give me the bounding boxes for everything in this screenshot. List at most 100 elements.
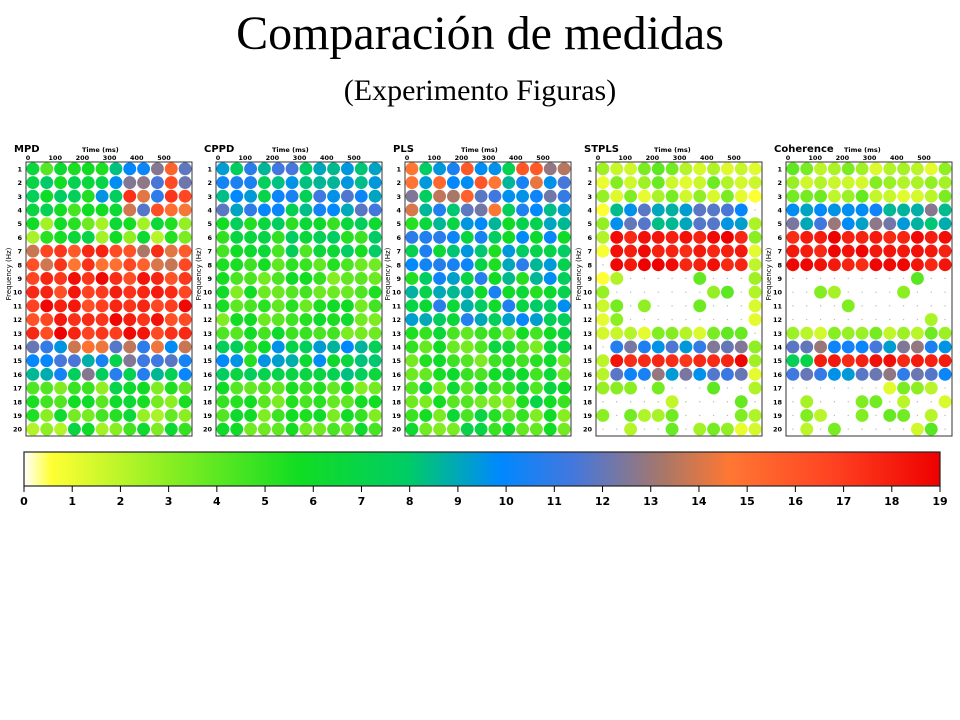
panels-group: MPD Time (ms)0 100 200 300 400 500123456789101… <box>5 144 953 437</box>
heatmap-cell <box>814 340 828 354</box>
y-tick-label: 6 <box>17 234 22 242</box>
heatmap-cell <box>488 162 502 176</box>
heatmap-cell <box>216 258 230 272</box>
heatmap-cell <box>624 381 638 395</box>
heatmap-cell <box>707 244 721 258</box>
heatmap-cell <box>707 285 721 299</box>
x-tick-label: 500 <box>347 154 361 162</box>
heatmap-cell <box>405 326 419 340</box>
heatmap-cell <box>502 340 516 354</box>
heatmap-cell <box>897 176 911 189</box>
heatmap-cell <box>40 395 54 409</box>
heatmap-cell <box>557 299 571 313</box>
heatmap-cell <box>271 422 285 436</box>
heatmap-cell <box>841 203 855 217</box>
heatmap-cell <box>685 428 687 430</box>
heatmap-cell <box>748 162 762 176</box>
heatmap-cell <box>123 395 137 409</box>
heatmap-cell <box>720 230 734 244</box>
heatmap-cell <box>924 422 938 436</box>
heatmap-cell <box>405 244 419 258</box>
heatmap-cell <box>95 230 109 244</box>
heatmap-cell <box>624 354 638 368</box>
heatmap-cell <box>665 244 679 258</box>
heatmap-cell <box>419 313 433 326</box>
heatmap-cell <box>271 272 285 285</box>
heatmap-cell <box>855 395 869 409</box>
heatmap-cell <box>792 401 794 403</box>
heatmap-cell <box>833 305 836 307</box>
y-tick-label: 10 <box>773 289 783 297</box>
heatmap-cell <box>596 230 610 244</box>
y-tick-label: 18 <box>773 398 783 406</box>
heatmap-cell <box>81 299 95 313</box>
heatmap-cell <box>340 189 354 203</box>
heatmap-cell <box>257 162 271 176</box>
heatmap-cell <box>40 367 54 381</box>
heatmap-cell <box>257 340 271 354</box>
heatmap-cell <box>712 414 715 417</box>
heatmap-cell <box>529 203 543 217</box>
heatmap-cell <box>596 367 610 381</box>
heatmap-cell <box>792 305 794 307</box>
heatmap-cell <box>786 244 800 258</box>
heatmap-cell <box>712 305 715 307</box>
heatmap-cell <box>368 409 382 422</box>
heatmap-cell <box>819 305 822 307</box>
heatmap-cell <box>543 409 557 422</box>
heatmap-cell <box>897 285 911 299</box>
heatmap-cell <box>637 340 651 354</box>
heatmap-cell <box>938 354 952 368</box>
heatmap-cell <box>368 299 382 313</box>
heatmap-cell <box>734 409 748 422</box>
heatmap-cell <box>81 203 95 217</box>
heatmap-cell <box>54 395 68 409</box>
heatmap-cell <box>446 367 460 381</box>
heatmap-cell <box>95 395 109 409</box>
heatmap-cell <box>543 395 557 409</box>
heatmap-cell <box>299 313 313 326</box>
heatmap-cell <box>340 272 354 285</box>
heatmap-cell <box>285 340 299 354</box>
heatmap-cell <box>861 318 863 321</box>
heatmap-cell <box>474 381 488 395</box>
heatmap-cell <box>368 258 382 272</box>
heatmap-cell <box>446 299 460 313</box>
heatmap-cell <box>123 258 137 272</box>
heatmap-cell <box>368 395 382 409</box>
heatmap-cell <box>651 354 665 368</box>
heatmap-cell <box>178 162 192 176</box>
y-tick-label: 7 <box>396 248 401 256</box>
heatmap-cell <box>827 176 841 189</box>
y-axis-label: Frequency (Hz) <box>384 247 392 300</box>
y-tick-label: 8 <box>17 261 22 269</box>
heatmap-cell <box>651 409 665 422</box>
heatmap-cell <box>54 409 68 422</box>
heatmap-cell <box>446 244 460 258</box>
heatmap-cell <box>327 367 341 381</box>
heatmap-cell <box>720 367 734 381</box>
heatmap-cell <box>643 318 646 321</box>
heatmap-cell <box>665 176 679 189</box>
heatmap-cell <box>327 244 341 258</box>
heatmap-cell <box>327 313 341 326</box>
heatmap-cell <box>137 422 151 436</box>
heatmap-cell <box>841 162 855 176</box>
heatmap-cell <box>502 313 516 326</box>
heatmap-cell <box>460 244 474 258</box>
heatmap-cell <box>54 285 68 299</box>
heatmap-cell <box>419 189 433 203</box>
heatmap-cell <box>257 395 271 409</box>
heatmap-cell <box>488 326 502 340</box>
heatmap-cell <box>313 354 327 368</box>
heatmap-cell <box>313 299 327 313</box>
heatmap-cell <box>924 162 938 176</box>
heatmap-cell <box>164 340 178 354</box>
heatmap-cell <box>869 258 883 272</box>
heatmap-cell <box>433 409 447 422</box>
heatmap-cell <box>665 367 679 381</box>
x-tick-label: 0 <box>405 154 410 162</box>
heatmap-cell <box>610 367 624 381</box>
heatmap-cell <box>944 291 946 293</box>
heatmap-cell <box>67 189 81 203</box>
